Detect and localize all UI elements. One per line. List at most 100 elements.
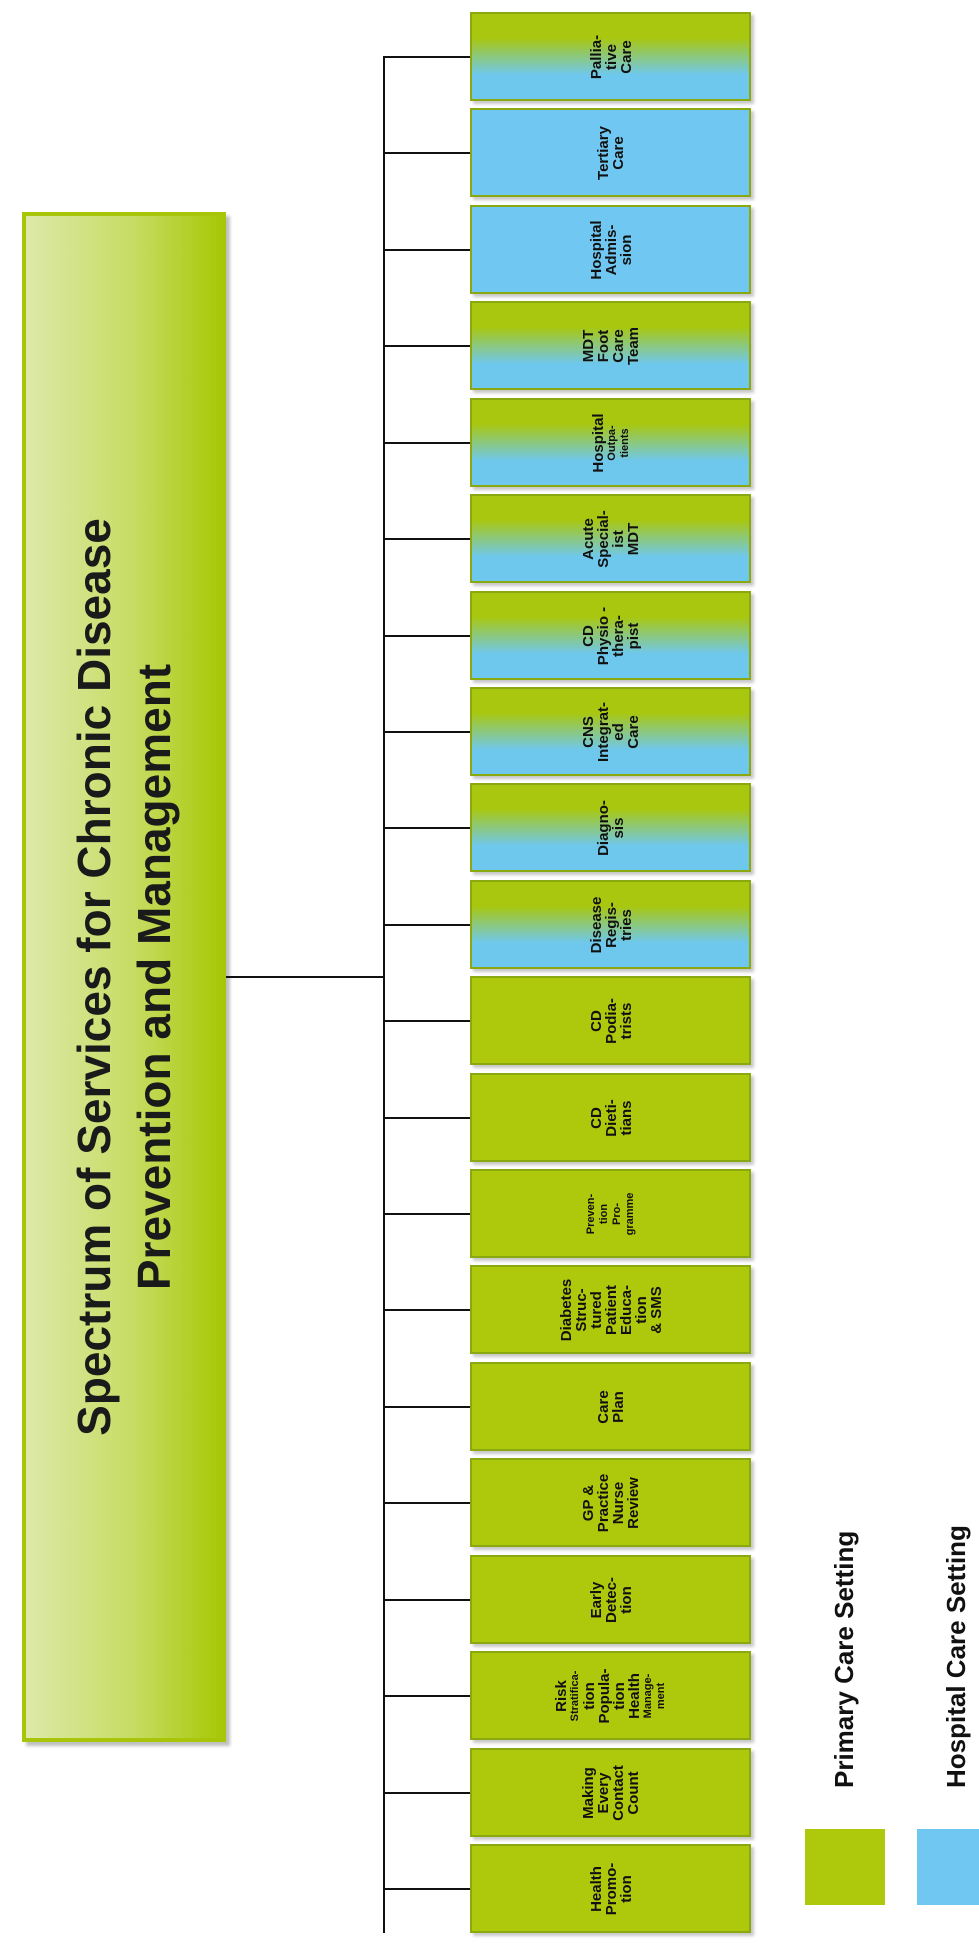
service-box: Risk Stratifica-tion Popula-tion Health Mana… [470,1651,751,1740]
service-label-line: pist [624,622,642,649]
connector-branch [384,152,470,154]
service-label: Health Promo-tion [568,1846,654,1931]
service-label: Disease Regis-tries [568,882,654,967]
service-label-line: Diagno- [594,799,612,856]
service-label-line: Diabetes [557,1278,574,1341]
service-label: GP & Practice Nurse Review [568,1460,654,1545]
service-box: Early Detec-tion [470,1555,751,1644]
legend-primary-label: Primary Care Setting [829,1530,859,1788]
service-label-line: Disease [587,896,604,953]
service-label-line: trists [617,1002,634,1039]
service-label-line: tion [617,1874,634,1903]
service-box: CNS Integrat-ed Care [470,687,751,776]
service-label: Hospital Admis-sion [568,207,654,292]
service-label-line: tians [617,1100,634,1136]
service-label: CD Physio - thera-pist [568,593,654,678]
connector-branch [384,1695,470,1697]
service-label-line: CD [587,1106,604,1129]
service-label-line: Special- [594,509,612,568]
connector-branch [384,1020,470,1022]
service-label: Care Plan [568,1364,654,1449]
connector-branch [384,1792,470,1794]
service-label-line: Struc- [572,1287,589,1332]
service-box: Diagno-sis [470,783,751,872]
service-label: Diagno-sis [568,785,654,870]
service-label-line: Detec- [602,1576,619,1623]
service-label-line: Review [624,1476,642,1529]
service-label: Risk Stratifica-tion Popula-tion Health Mana… [553,1653,667,1738]
service-label-line: Podia- [602,997,619,1044]
title-panel: Spectrum of Services for Chronic Disease… [22,212,226,1742]
service-label: Tertiary Care [568,110,654,195]
service-label-line: tion [580,1681,598,1710]
service-label-line: Acute [579,517,597,560]
service-box: Diabetes Struc-tured Patient Educa-tion & SM… [470,1265,751,1354]
service-label-line: Team [624,326,642,365]
service-label-line: Nurse [609,1481,627,1524]
service-label-line: Practice [594,1473,612,1532]
service-label-line: Risk [552,1679,570,1712]
service-label: CD Dieti-tians [568,1075,654,1160]
service-label-line: Educa- [617,1284,634,1335]
service-label-line: Integrat- [594,701,612,762]
service-label-line: Health [625,1672,643,1719]
service-label: Preven-tion Pro-gramme [568,1171,654,1256]
service-box: CD Physio - thera-pist [470,591,751,680]
service-label: CD Podia-trists [568,978,654,1063]
service-label-line: Manage- [641,1673,654,1718]
service-label-line: Pallia- [587,34,604,79]
service-label-line: tion [632,1295,649,1324]
service-label-line: Tertiary [594,125,612,180]
service-box: CD Podia-trists [470,976,751,1065]
service-label-line: Making [579,1766,597,1819]
service-label-line: tion [610,1681,628,1710]
service-label: Early Detec-tion [568,1557,654,1642]
service-label-line: Health [587,1865,604,1912]
connector-branch [384,1888,470,1890]
connector-branch [384,1599,470,1601]
service-label-line: Admis- [602,224,619,275]
service-label-line: Regis- [602,901,619,948]
service-label: Making Every Contact Count [568,1750,654,1835]
connector-branch [384,1309,470,1311]
service-label-line: Hospital [587,219,604,280]
service-label-line: Stratifica- [568,1670,581,1721]
service-label-line: Foot [594,329,612,362]
service-label-line: Care [609,328,627,363]
connector-branch [384,442,470,444]
service-label-line: & SMS [647,1285,664,1334]
connector-branch [384,635,470,637]
service-label-line: Physio - [594,606,612,665]
service-label-line: Care [609,135,627,170]
diagram-title: Spectrum of Services for Chronic Disease… [29,237,219,1717]
service-label-line: MDT [579,329,597,362]
service-label: CNS Integrat-ed Care [568,689,654,774]
service-box: Hospital Admis-sion [470,205,751,294]
service-label-line: ment [654,1682,667,1709]
service-label-line: MDT [624,522,642,555]
service-label-line: Outpa- [605,424,617,461]
connector-branch [384,249,470,251]
legend-hospital-swatch [917,1829,979,1905]
connector-spine [383,56,385,1933]
service-label-line: Every [594,1772,612,1813]
service-box: CD Dieti-tians [470,1073,751,1162]
service-label-line: sis [609,817,627,838]
service-label-line: tients [618,427,630,458]
service-label-line: Preven- [584,1193,597,1234]
service-label-line: CD [579,624,597,647]
service-label: Diabetes Struc-tured Patient Educa-tion & SM… [557,1267,664,1352]
service-label-line: Promo- [602,1862,619,1915]
service-box: Hospital Outpa-tients [470,398,751,487]
service-label: MDT Foot Care Team [568,303,654,388]
legend-hospital-label: Hospital Care Setting [941,1525,971,1788]
service-box: Acute Special-ist MDT [470,494,751,583]
service-label-line: Early [587,1581,604,1618]
connector-branch [384,1406,470,1408]
service-label-line: Hospital [589,412,606,473]
service-box: Making Every Contact Count [470,1748,751,1837]
title-line-1: Spectrum of Services for Chronic Disease [68,518,120,1436]
connector-branch [384,538,470,540]
connector-branch [384,56,470,58]
service-label-line: Care [617,39,634,74]
